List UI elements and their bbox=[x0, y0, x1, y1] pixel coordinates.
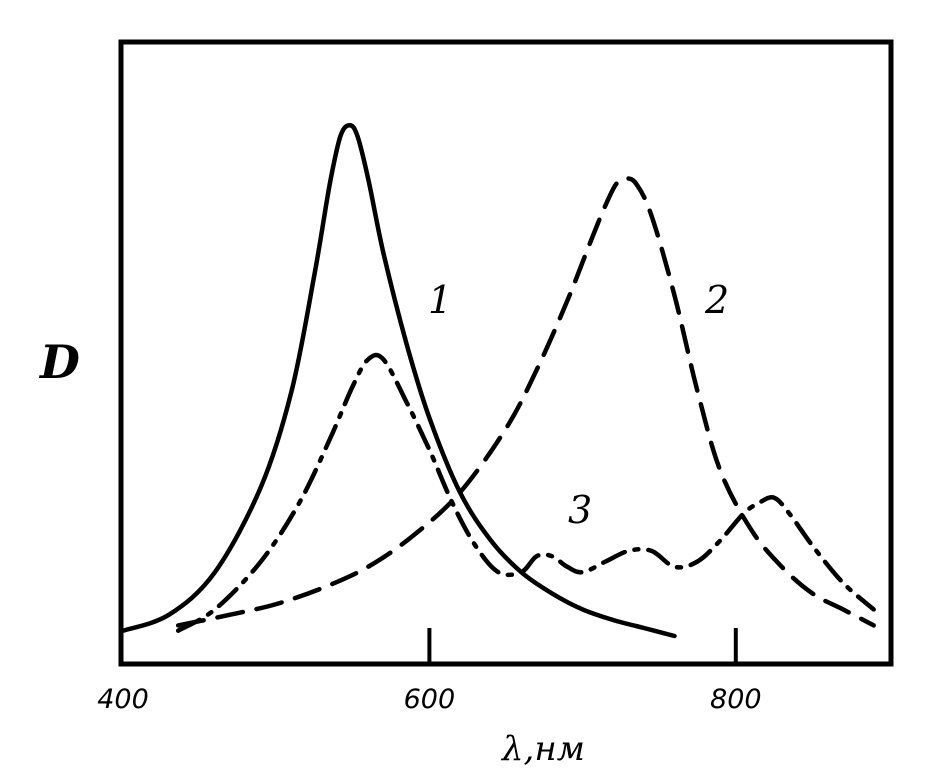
plot-frame bbox=[118, 39, 894, 667]
x-axis-label: λ,нм bbox=[500, 729, 585, 769]
series-1-line bbox=[120, 123, 677, 639]
curve-label-3: 3 bbox=[568, 488, 592, 532]
curves bbox=[120, 123, 876, 639]
curve-label-2: 2 bbox=[704, 278, 729, 322]
x-ticks bbox=[427, 628, 738, 664]
series-3-line bbox=[175, 352, 876, 633]
x-tick-label-400: 400 bbox=[97, 684, 149, 715]
series-2-line bbox=[175, 176, 876, 628]
curve-labels: 1 2 3 bbox=[428, 278, 729, 532]
axes-box bbox=[118, 39, 894, 667]
x-tick-label-600: 600 bbox=[404, 684, 456, 715]
curve-label-1: 1 bbox=[428, 278, 452, 322]
y-axis-label: D bbox=[38, 335, 80, 389]
x-tick-label-800: 800 bbox=[710, 684, 762, 715]
x-tick-labels: 400 600 800 bbox=[97, 684, 761, 715]
